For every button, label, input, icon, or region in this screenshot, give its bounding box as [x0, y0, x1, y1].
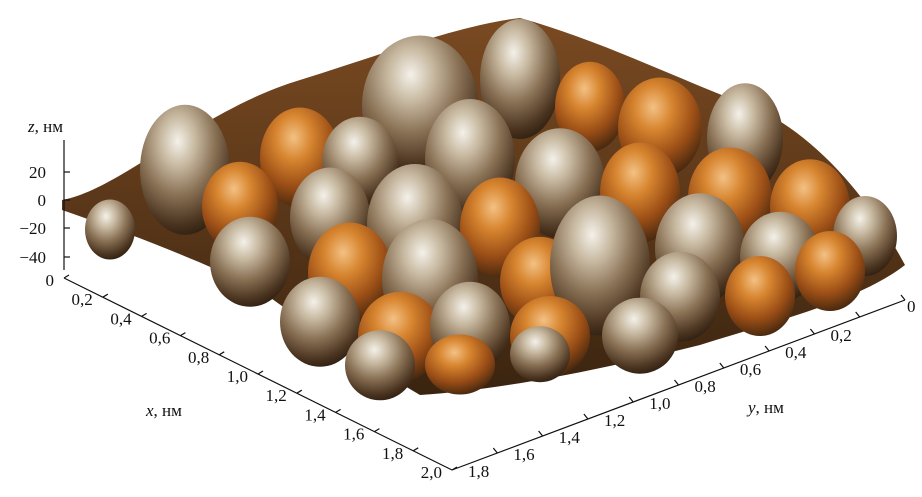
y-tick-label: 1,6 [513, 445, 534, 464]
x-tick-label: 1,8 [382, 444, 403, 463]
surface-peak [480, 19, 560, 139]
x-tick-mark [374, 428, 380, 433]
z-axis-label: z, нм [27, 117, 63, 136]
y-tick-label: 1,2 [604, 411, 625, 430]
y-axis-label: y, нм [746, 398, 784, 417]
y-tick-label: 1,0 [649, 394, 670, 413]
z-tick-label: 0 [38, 191, 47, 210]
x-tick-mark [296, 389, 303, 394]
y-tick-label: 0,8 [695, 377, 716, 396]
x-tick-label: 1,4 [304, 405, 326, 424]
surface-peaks [85, 19, 897, 401]
x-tick-label: 0,8 [188, 348, 209, 367]
x-tick-label: 2,0 [421, 463, 442, 482]
x-tick-mark [141, 312, 147, 317]
z-tick-label: −40 [19, 248, 46, 267]
x-tick-label: 1,2 [266, 386, 287, 405]
y-tick-mark [764, 345, 770, 352]
surface-peak [725, 256, 795, 336]
x-tick-mark [180, 332, 186, 337]
x-tick-label: 1,0 [227, 367, 248, 386]
y-axis-ticks: 0 0,2 0,4 0,6 0,8 1,0 1,2 1,4 1,6 1,8 [468, 294, 916, 481]
y-tick-mark [492, 447, 498, 454]
y-tick-label: 0,4 [785, 343, 807, 362]
surface-peak [602, 297, 678, 374]
y-tick-mark [538, 430, 544, 437]
x-tick-mark [412, 447, 419, 452]
y-tick-label: 0,6 [740, 360, 761, 379]
x-tick-label: 0,6 [149, 329, 170, 348]
y-tick-mark [719, 362, 725, 369]
x-axis-ticks: 0 0,2 0,4 0,6 0,8 1,0 1,2 1,4 1,6 1,8 2,0 [46, 271, 458, 482]
z-tick-label: 20 [29, 163, 46, 182]
y-tick-mark [674, 379, 679, 386]
surface-peak [510, 326, 570, 383]
z-axis-ticks: 20 0 −20 −40 [19, 163, 70, 267]
z-tick-label: −20 [19, 219, 46, 238]
x-tick-mark [451, 466, 458, 471]
x-tick-mark [257, 370, 264, 375]
x-tick-label: 0,2 [72, 290, 93, 309]
y-tick-mark [628, 396, 634, 403]
y-tick-mark [900, 294, 906, 301]
y-tick-label: 0,2 [830, 326, 851, 345]
y-tick-mark [809, 328, 815, 335]
x-tick-mark [102, 293, 109, 298]
surface-peak [85, 199, 135, 260]
x-tick-label: 0 [46, 271, 55, 290]
y-tick-label: 1,8 [468, 462, 489, 481]
y-tick-label: 0 [907, 297, 916, 316]
x-tick-mark [63, 274, 70, 279]
y-tick-mark [855, 311, 861, 318]
x-tick-mark [335, 408, 341, 413]
x-tick-label: 0,4 [110, 309, 132, 328]
y-tick-label: 1,4 [559, 428, 581, 447]
y-tick-mark [583, 413, 589, 420]
x-tick-label: 1,6 [343, 425, 364, 444]
x-axis-label: x, нм [145, 401, 182, 420]
x-tick-mark [218, 351, 225, 356]
surface-peak [345, 330, 415, 401]
surface-peak [795, 231, 865, 311]
surface-peak [280, 276, 360, 367]
surface-peak [425, 334, 495, 395]
surface-peak [210, 216, 290, 307]
surface-peak [555, 61, 625, 152]
surface-peak [550, 195, 650, 336]
